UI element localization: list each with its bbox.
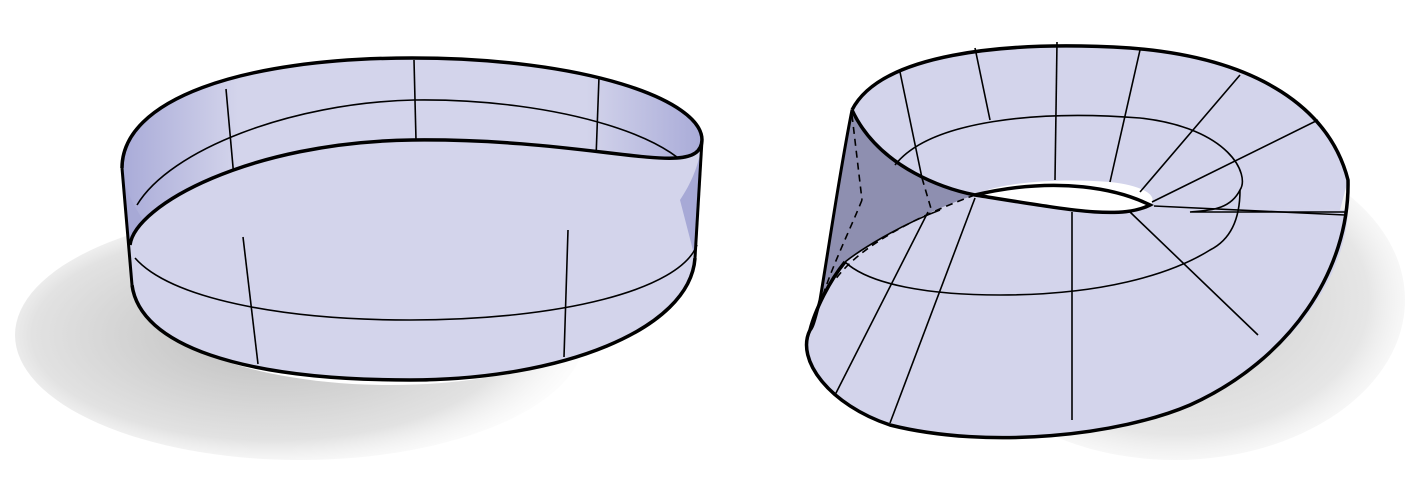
cylinder-inner-midline: [136, 99, 698, 206]
mobius-upper-band: [852, 45, 1348, 210]
mobius-rib: [1109, 49, 1141, 183]
mobius-midline: [894, 114, 1345, 213]
cylinder-top-rim: [120, 56, 704, 169]
mobius-rib: [1153, 205, 1346, 216]
mobius-rib: [889, 197, 976, 424]
cylinder-right-edge: [693, 139, 704, 259]
cylinder-outer-midline: [134, 244, 698, 321]
mobius-twist-edge: [809, 109, 854, 332]
cylinder-outer-wall: [130, 139, 702, 380]
cylinder-side-tint: [122, 168, 142, 245]
cylinder-band: [15, 56, 704, 460]
mobius-rib: [974, 47, 991, 121]
mobius-outer-edge: [804, 44, 1350, 440]
mobius-hidden-rib: [851, 114, 863, 201]
mobius-lower-midline: [844, 189, 1241, 296]
cylinder-left-edge: [120, 167, 134, 286]
cylinder-outer-rib: [242, 236, 259, 365]
cylinder-inner-wall: [122, 58, 702, 245]
mobius-twist-shade: [820, 110, 975, 300]
cylinder-inner-rib: [595, 76, 600, 159]
cylinder-bottom-rim: [130, 257, 697, 382]
cylinder-outer-rib: [563, 229, 569, 358]
mobius-rib: [834, 211, 929, 396]
mobius-rib: [1054, 41, 1058, 181]
mobius-hidden-edge: [834, 194, 976, 281]
cylinder-opening-rim: [128, 138, 704, 246]
mobius-rib: [1129, 211, 1259, 336]
mobius-inner-edge: [850, 109, 1154, 215]
mobius-strip: [804, 41, 1405, 460]
mobius-rib: [899, 71, 923, 179]
mobius-rib: [1139, 74, 1241, 193]
cylinder-inner-rib: [225, 88, 235, 179]
mobius-hidden-rib: [921, 177, 933, 213]
